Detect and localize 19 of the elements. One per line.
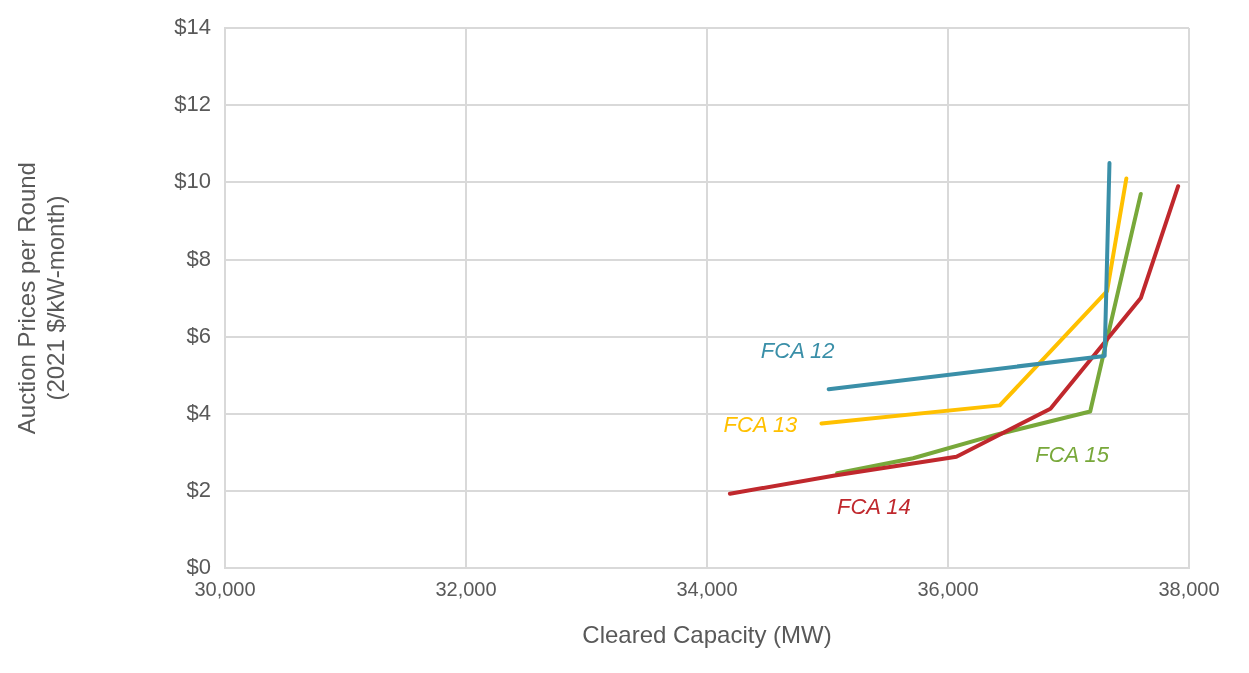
y-tick-label: $0 (186, 554, 211, 580)
series-label: FCA 14 (837, 493, 911, 519)
series-label: FCA 15 (1035, 442, 1110, 468)
x-tick-label: 30,000 (194, 577, 256, 600)
y-tick-label: $8 (186, 245, 211, 271)
x-tick-label: 38,000 (1158, 577, 1220, 600)
y-tick-label: $4 (186, 399, 211, 425)
y-tick-label: $10 (174, 168, 211, 194)
x-tick-label: 34,000 (676, 577, 738, 600)
y-tick-label: $6 (186, 322, 211, 348)
series-label: FCA 13 (723, 411, 799, 437)
x-axis-title: Cleared Capacity (MW) (582, 621, 832, 649)
series-label: FCA 12 (760, 338, 835, 364)
x-tick-label: 36,000 (917, 577, 979, 600)
y-tick-label: $14 (174, 14, 211, 40)
x-tick-label: 32,000 (435, 577, 497, 600)
y-axis-title: Auction Prices per Round (2021 $/kW-month) (13, 162, 69, 435)
y-tick-label: $12 (174, 91, 211, 117)
y-tick-label: $2 (186, 477, 211, 503)
